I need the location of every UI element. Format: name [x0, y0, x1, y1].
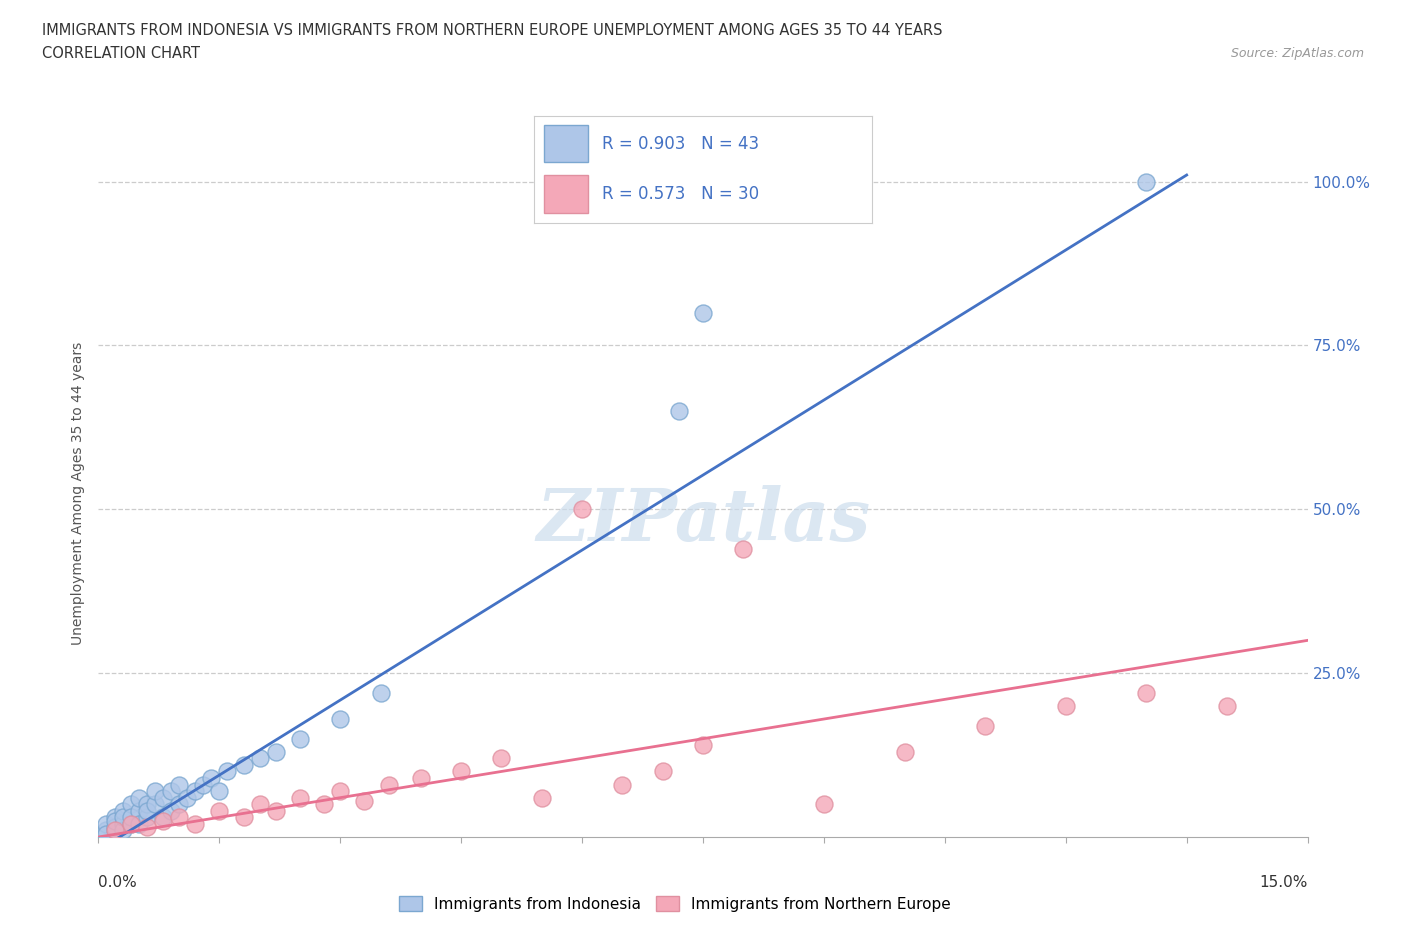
Point: [143, 784, 166, 799]
Point: [232, 810, 254, 825]
Point: [217, 764, 239, 779]
Point: [692, 305, 714, 320]
Point: [200, 771, 222, 786]
Point: [111, 804, 134, 818]
Point: [314, 797, 336, 812]
Point: [264, 744, 287, 759]
Point: [329, 784, 352, 799]
Point: [264, 804, 287, 818]
Point: [1135, 174, 1157, 189]
Point: [370, 685, 392, 700]
Point: [176, 790, 198, 805]
Point: [103, 810, 125, 825]
Point: [160, 784, 183, 799]
Point: [450, 764, 472, 779]
Point: [612, 777, 634, 792]
FancyBboxPatch shape: [544, 125, 588, 162]
Point: [135, 804, 157, 818]
Point: [120, 817, 142, 831]
Point: [103, 823, 125, 838]
Point: [96, 817, 118, 831]
Point: [128, 790, 150, 805]
Point: [184, 784, 207, 799]
Point: [143, 797, 166, 812]
Point: [128, 817, 150, 831]
Point: [120, 817, 142, 831]
Point: [184, 817, 207, 831]
Text: R = 0.573   N = 30: R = 0.573 N = 30: [602, 185, 759, 203]
Point: [208, 804, 231, 818]
Point: [167, 797, 190, 812]
Point: [152, 810, 174, 825]
Point: [135, 810, 157, 825]
Point: [167, 777, 190, 792]
Point: [111, 823, 134, 838]
Point: [668, 404, 690, 418]
Point: [152, 790, 174, 805]
Point: [249, 797, 271, 812]
Point: [651, 764, 673, 779]
Point: [249, 751, 271, 765]
Point: [974, 718, 997, 733]
Point: [530, 790, 553, 805]
Point: [1216, 698, 1239, 713]
Point: [288, 790, 311, 805]
Text: CORRELATION CHART: CORRELATION CHART: [42, 46, 200, 61]
Point: [111, 817, 134, 831]
FancyBboxPatch shape: [544, 175, 588, 213]
Point: [96, 826, 118, 841]
Text: IMMIGRANTS FROM INDONESIA VS IMMIGRANTS FROM NORTHERN EUROPE UNEMPLOYMENT AMONG : IMMIGRANTS FROM INDONESIA VS IMMIGRANTS …: [42, 23, 942, 38]
Point: [733, 541, 755, 556]
Point: [103, 813, 125, 828]
Text: Source: ZipAtlas.com: Source: ZipAtlas.com: [1230, 46, 1364, 60]
Point: [1054, 698, 1077, 713]
Y-axis label: Unemployment Among Ages 35 to 44 years: Unemployment Among Ages 35 to 44 years: [72, 341, 86, 644]
Point: [208, 784, 231, 799]
Text: 15.0%: 15.0%: [1260, 875, 1308, 890]
Point: [571, 502, 593, 517]
Point: [96, 823, 118, 838]
Point: [288, 731, 311, 746]
Point: [167, 810, 190, 825]
Point: [893, 744, 915, 759]
Point: [232, 757, 254, 772]
Text: R = 0.903   N = 43: R = 0.903 N = 43: [602, 135, 759, 153]
Point: [409, 771, 432, 786]
Point: [193, 777, 215, 792]
Point: [128, 804, 150, 818]
Point: [160, 804, 183, 818]
Point: [1135, 685, 1157, 700]
Point: [120, 797, 142, 812]
Text: ZIPatlas: ZIPatlas: [536, 485, 870, 556]
Point: [120, 810, 142, 825]
Text: 0.0%: 0.0%: [98, 875, 138, 890]
Point: [692, 737, 714, 752]
Point: [491, 751, 513, 765]
Legend: Immigrants from Indonesia, Immigrants from Northern Europe: Immigrants from Indonesia, Immigrants fr…: [392, 890, 957, 918]
Point: [103, 823, 125, 838]
Point: [135, 819, 157, 834]
Point: [329, 711, 352, 726]
Point: [813, 797, 835, 812]
Point: [103, 819, 125, 834]
Point: [377, 777, 399, 792]
Point: [111, 810, 134, 825]
Point: [353, 793, 375, 808]
Point: [135, 797, 157, 812]
Point: [152, 813, 174, 828]
